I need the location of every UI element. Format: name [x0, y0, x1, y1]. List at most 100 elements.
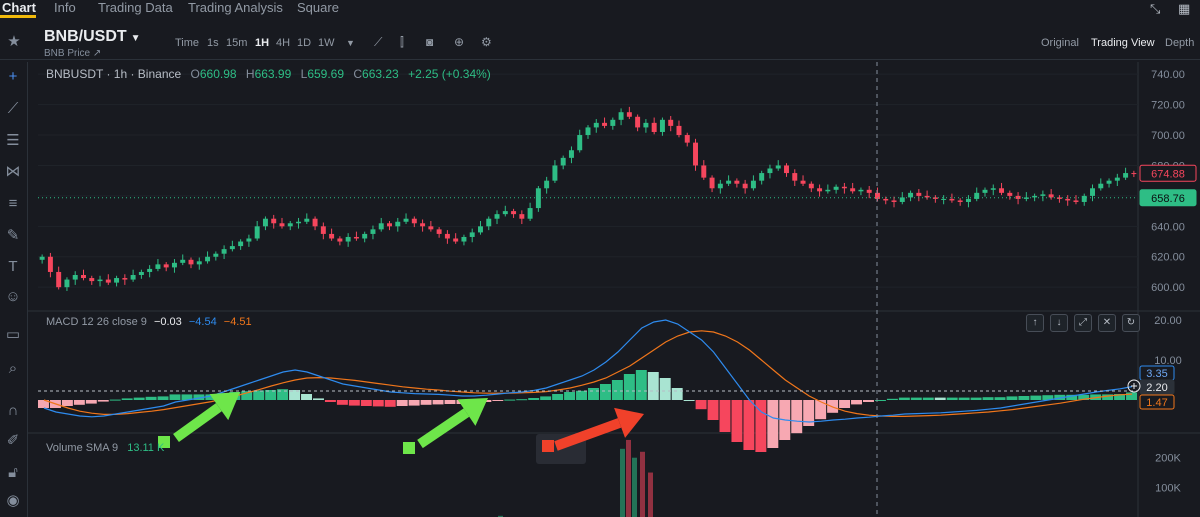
camera-icon[interactable]: ◙ [426, 35, 434, 49]
fib-icon[interactable]: ≡ [8, 195, 18, 212]
candle-body [1065, 198, 1071, 201]
volume-pane [498, 439, 653, 517]
macd-hist-bar [38, 400, 49, 408]
candle-body [97, 279, 103, 282]
candle-body [693, 142, 698, 166]
candle-body [552, 165, 558, 181]
zoom-icon[interactable]: ⌕ [8, 360, 18, 377]
macd-hist-bar [253, 390, 265, 400]
candle-body [320, 226, 326, 234]
tf-time[interactable]: Time [175, 37, 200, 49]
view-depth[interactable]: Depth [1165, 37, 1195, 49]
candle-body [238, 241, 244, 247]
tf-1h[interactable]: 1H [255, 37, 270, 49]
grid-icon[interactable]: ▦ [1178, 1, 1191, 16]
macd-hist-bar [504, 399, 516, 401]
pair-subtitle[interactable]: BNB Price ↗ [44, 48, 102, 59]
more-timeframes-icon[interactable]: ▼ [346, 38, 355, 48]
candle-body [734, 180, 740, 184]
candle-body [229, 246, 235, 250]
lock-drawings-icon[interactable]: ✐ [6, 432, 20, 449]
macd-hist-bar [528, 398, 540, 400]
candle-body [486, 218, 492, 227]
tab-info[interactable]: Info [54, 0, 76, 15]
horizontal-lines-icon[interactable]: ☰ [6, 132, 20, 149]
candle-body [999, 188, 1005, 193]
tab-trading-analysis[interactable]: Trading Analysis [188, 0, 283, 15]
refresh-icon[interactable]: ↻ [1122, 314, 1140, 332]
candle-body [957, 200, 963, 202]
text-icon[interactable]: T [8, 258, 18, 275]
tab-chart[interactable]: Chart [2, 0, 36, 15]
candle-body [792, 173, 798, 181]
brush-icon[interactable]: ✎ [6, 227, 20, 244]
candle-body [428, 226, 434, 230]
macd-hist-bar [516, 399, 528, 401]
macd-value-tag: 3.35 [1146, 368, 1167, 380]
price-chart[interactable]: 740.00720.00700.00680.00660.00640.00620.… [28, 62, 1200, 517]
candle-body [72, 275, 78, 280]
indicators-icon[interactable]: ⟋ [374, 35, 383, 49]
chart-type-icon[interactable]: ⫿ [400, 35, 404, 49]
collapse-pane-icon[interactable]: ✕ [1098, 314, 1116, 332]
candle-body [296, 221, 302, 224]
macd-hist-bar [1042, 395, 1054, 400]
lock-icon[interactable]: 🔓︎ [8, 464, 18, 481]
candle-body [478, 226, 483, 233]
macd-signal-value: −4.51 [223, 316, 252, 328]
tf-4h[interactable]: 4H [276, 37, 291, 49]
candle-body [188, 259, 194, 265]
candle-body [411, 218, 417, 224]
candle-body [221, 249, 227, 254]
trendline-icon[interactable]: ⟋ [7, 100, 19, 117]
add-icon[interactable]: ⊕ [454, 35, 465, 49]
tab-square[interactable]: Square [297, 0, 339, 15]
candle-body [287, 223, 293, 227]
volume-bar [626, 439, 631, 517]
macd-hist-bar [994, 397, 1006, 400]
candle-body [643, 122, 649, 128]
arrow-up-icon[interactable]: ↑ [1026, 314, 1044, 332]
macd-hist-bar [241, 391, 253, 400]
ruler-icon[interactable]: ▭ [5, 326, 21, 343]
candle-body [784, 165, 789, 174]
arrow-down-icon[interactable]: ↓ [1050, 314, 1068, 332]
candle-body [138, 271, 144, 276]
macd-hist-bar [851, 400, 862, 405]
macd-hist-bar [444, 400, 456, 404]
tab-trading-data[interactable]: Trading Data [98, 0, 173, 15]
macd-hist-bar [265, 390, 277, 400]
macd-hist-bar [934, 397, 946, 400]
macd-hist-bar [336, 400, 348, 405]
candle-body [659, 119, 665, 132]
collapse-icon[interactable]: ⤡ [1150, 1, 1161, 16]
candle-body [461, 236, 467, 242]
candle-body [453, 238, 459, 242]
macd-hist-bar [1114, 394, 1126, 400]
macd-line [43, 319, 1133, 423]
crosshair-icon[interactable]: + [8, 68, 18, 85]
settings-icon[interactable]: ⚙ [481, 35, 492, 49]
eye-icon[interactable]: ◉ [6, 492, 20, 509]
candle-body [610, 119, 616, 126]
candle-body [494, 214, 500, 219]
maximize-icon[interactable]: ⤢ [1074, 314, 1092, 332]
view-trading-view[interactable]: Trading View [1091, 37, 1155, 49]
pair-selector[interactable]: BNB/USDT ▼ [44, 28, 141, 46]
pattern-icon[interactable]: ⋈ [5, 163, 21, 180]
tf-15m[interactable]: 15m [226, 37, 248, 49]
tf-1w[interactable]: 1W [318, 37, 335, 49]
macd-hist-bar [181, 394, 193, 400]
candle-body [858, 189, 864, 192]
magnet-icon[interactable]: ∩ [7, 402, 19, 419]
emoji-icon[interactable]: ☺ [5, 288, 21, 305]
price-axis: 740.00720.00700.00680.00660.00640.00620.… [1127, 69, 1197, 494]
red-arrow-head [614, 407, 644, 438]
candle-body [932, 197, 938, 199]
view-original[interactable]: Original [1041, 37, 1079, 49]
caret-down-icon: ▼ [130, 33, 141, 44]
star-icon[interactable]: ★ [7, 33, 21, 50]
macd-hist-bar [659, 378, 671, 400]
tf-1d[interactable]: 1D [297, 37, 312, 49]
tf-1s[interactable]: 1s [207, 37, 219, 49]
